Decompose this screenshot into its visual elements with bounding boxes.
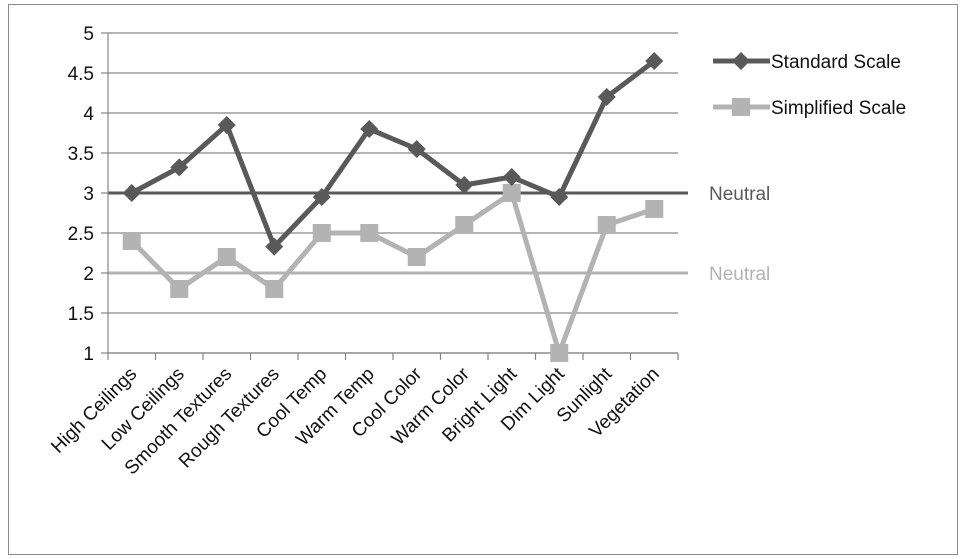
data-point-square	[407, 248, 426, 266]
data-point-square	[502, 184, 521, 202]
data-point-square	[360, 224, 379, 242]
data-point-square	[597, 216, 616, 234]
data-point-square	[455, 216, 474, 234]
legend-marker	[732, 98, 750, 116]
data-point-square	[217, 248, 236, 266]
data-point-square	[312, 224, 331, 242]
data-point-square	[645, 200, 664, 218]
data-point-diamond	[407, 140, 426, 158]
data-point-diamond	[502, 168, 521, 186]
y-tick-label: 3	[83, 184, 94, 205]
data-point-diamond	[645, 52, 664, 70]
reference-line-label: Neutral	[709, 264, 770, 285]
data-point-diamond	[265, 237, 284, 256]
legend-marker	[732, 52, 750, 70]
series-line	[130, 59, 656, 250]
data-point-diamond	[360, 120, 379, 138]
data-point-diamond	[312, 188, 331, 206]
y-tick-label: 4.5	[68, 64, 94, 85]
data-point-diamond	[597, 88, 616, 106]
data-point-diamond	[455, 176, 474, 194]
y-tick-label: 1	[83, 344, 94, 365]
data-point-square	[265, 280, 284, 298]
y-tick-label: 5	[83, 24, 94, 45]
data-point-square	[170, 280, 189, 298]
y-tick-label: 1.5	[68, 304, 94, 325]
data-point-diamond	[170, 158, 189, 177]
legend-label: Standard Scale	[771, 52, 901, 73]
y-tick-label: 2.5	[68, 224, 94, 245]
y-tick-label: 4	[83, 104, 94, 125]
data-point-diamond	[122, 184, 141, 202]
legend-label: Simplified Scale	[771, 98, 906, 119]
data-point-diamond	[550, 188, 569, 206]
data-point-square	[550, 344, 569, 362]
reference-line-label: Neutral	[709, 184, 770, 205]
data-point-diamond	[217, 116, 236, 134]
y-tick-label: 3.5	[68, 144, 94, 165]
y-tick-label: 2	[83, 264, 94, 285]
data-point-square	[122, 232, 141, 250]
